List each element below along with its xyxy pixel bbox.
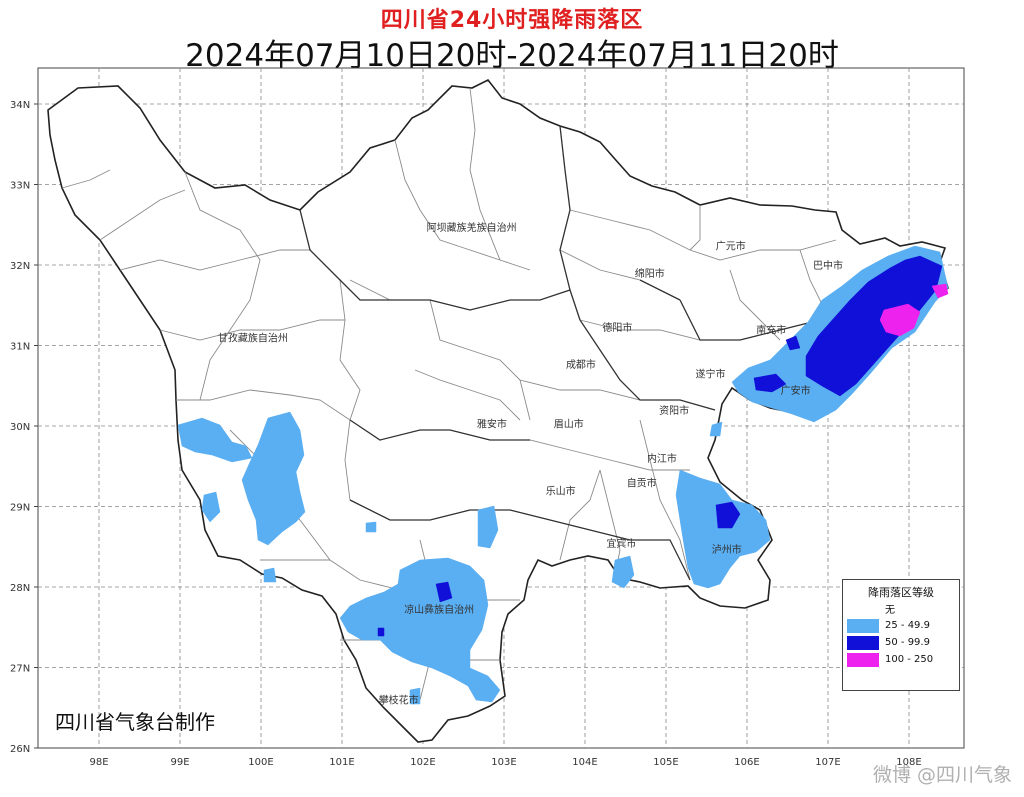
- city-label: 阿坝藏族羌族自治州: [427, 221, 517, 234]
- lat-label: 34N: [10, 100, 30, 111]
- city-label: 绵阳市: [635, 267, 665, 280]
- city-label: 凉山彝族自治州: [404, 603, 474, 616]
- city-label: 自贡市: [627, 476, 657, 489]
- legend-swatch-50: [847, 635, 879, 650]
- legend: 降雨落区等级 无 25 - 49.9 50 - 99.9 100 - 250: [842, 579, 960, 691]
- city-label: 泸州市: [712, 543, 742, 556]
- lat-label: 31N: [10, 342, 30, 353]
- legend-label: 100 - 250: [885, 654, 934, 665]
- city-label: 内江市: [647, 452, 677, 465]
- rain-area-50-99: [377, 255, 943, 637]
- lon-label: 102E: [410, 757, 435, 768]
- lon-label: 106E: [734, 757, 759, 768]
- longitude-labels: 98E 99E 100E 101E 102E 103E 104E 105E 106E 107E 10…: [89, 757, 921, 768]
- rain-area-25-49: [177, 245, 949, 705]
- lat-label: 33N: [10, 181, 30, 192]
- lat-label: 29N: [10, 503, 30, 514]
- lon-label: 105E: [653, 757, 678, 768]
- lat-label: 32N: [10, 261, 30, 272]
- rain-area-100-250: [879, 283, 949, 337]
- credit-text: 四川省气象台制作: [55, 710, 215, 734]
- legend-label: 无: [885, 605, 895, 616]
- legend-label: 50 - 99.9: [885, 637, 930, 648]
- city-label: 遂宁市: [696, 368, 726, 381]
- legend-row: 50 - 99.9: [847, 634, 959, 651]
- legend-title: 降雨落区等级: [868, 586, 934, 599]
- lon-label: 101E: [329, 757, 354, 768]
- city-label: 攀枝花市: [379, 694, 419, 707]
- city-label: 德阳市: [602, 321, 632, 334]
- city-label: 巴中市: [813, 259, 843, 272]
- lon-label: 98E: [89, 757, 108, 768]
- legend-row: 25 - 49.9: [847, 617, 959, 634]
- lon-label: 104E: [572, 757, 597, 768]
- city-label: 南充市: [756, 323, 786, 336]
- weibo-watermark: 微博 @四川气象: [872, 764, 1012, 786]
- lat-label: 30N: [10, 422, 30, 433]
- city-label: 眉山市: [554, 418, 584, 431]
- map-title: 四川省24小时强降雨落区: [380, 8, 644, 33]
- lat-label: 27N: [10, 664, 30, 675]
- lat-label: 28N: [10, 583, 30, 594]
- prefecture-boundaries: [299, 125, 837, 581]
- legend-swatch-none: [847, 601, 879, 616]
- lon-label: 108E: [896, 757, 921, 768]
- city-label: 宜宾市: [606, 537, 636, 550]
- city-label: 乐山市: [546, 484, 576, 497]
- lon-label: 100E: [248, 757, 273, 768]
- city-label: 成都市: [566, 358, 596, 371]
- city-label: 广元市: [716, 240, 746, 253]
- lon-label: 99E: [170, 757, 189, 768]
- legend-swatch-25: [847, 618, 879, 633]
- latitude-labels: 34N 33N 32N 31N 30N 29N 28N 27N 26N: [10, 100, 38, 755]
- city-label: 资阳市: [659, 404, 689, 417]
- legend-swatch-100: [847, 652, 879, 667]
- city-label: 雅安市: [477, 418, 507, 431]
- lon-label: 107E: [815, 757, 840, 768]
- lon-label: 103E: [491, 757, 516, 768]
- city-label: 甘孜藏族自治州: [218, 331, 288, 344]
- map-frame: [37, 67, 965, 749]
- lat-label: 26N: [10, 744, 30, 755]
- legend-row: 无: [847, 600, 959, 617]
- city-label: 广安市: [781, 384, 811, 397]
- legend-row: 100 - 250: [847, 651, 959, 668]
- legend-label: 25 - 49.9: [885, 620, 930, 631]
